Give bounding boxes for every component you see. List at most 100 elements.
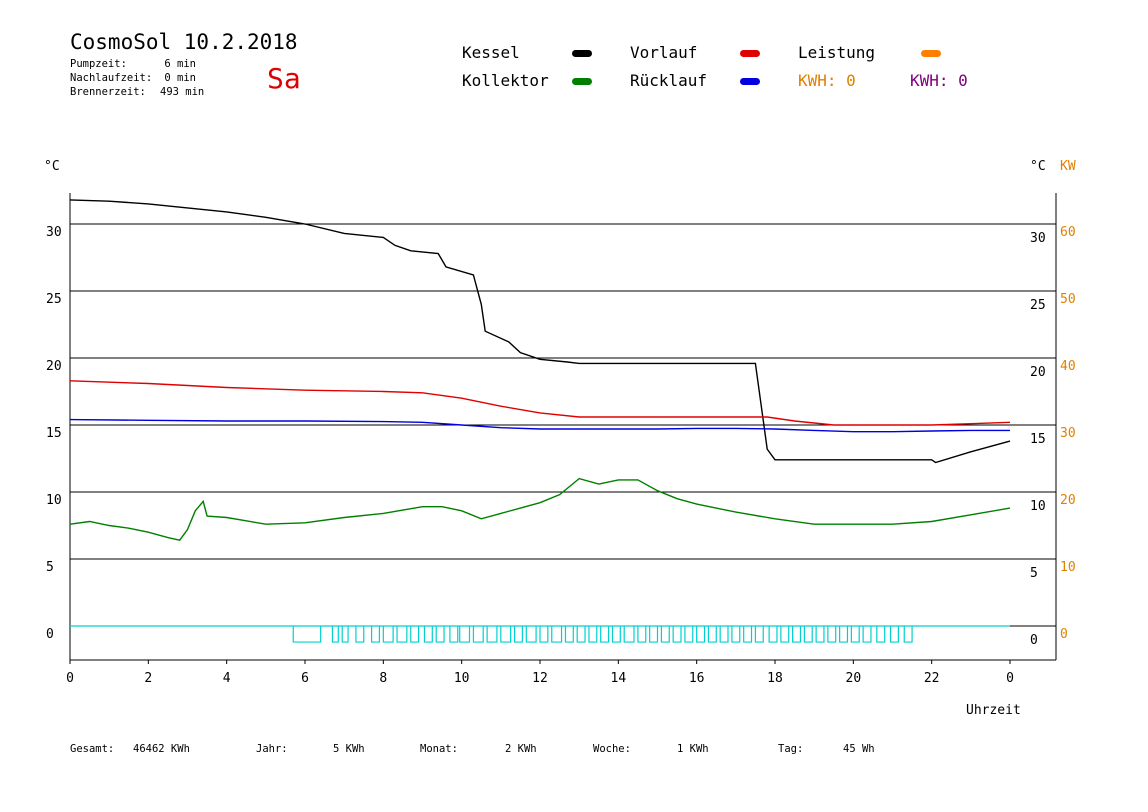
leistung-pulse [576,626,586,643]
legend-vorlauf-swatch [740,50,760,57]
x-axis-label: Uhrzeit [966,703,1021,718]
leistung-pulse [731,626,741,643]
footer-woche-value: 1 KWh [677,743,709,755]
x-tick-label: 14 [611,671,627,686]
series-line-kessel [69,199,1011,464]
leistung-pulse [637,626,647,643]
y-tick-label-kw: 60 [1060,225,1076,240]
y-tick-label-right: 30 [1030,231,1046,246]
leistung-pulse [486,626,498,643]
x-tick-label: 8 [379,671,387,686]
leistung-pulse [449,626,459,643]
x-tick-label: 2 [144,671,152,686]
stat-pumpzeit: Pumpzeit: 6 min [70,58,196,70]
x-tick-label: 0 [1006,671,1014,686]
y-tick-label-left: 15 [46,426,62,441]
stat-value: 0 min [164,72,196,84]
chart-series [69,199,1011,643]
stat-label: Nachlaufzeit: [70,72,153,84]
y-axis-label-left: °C [44,159,60,174]
leistung-pulse [696,626,706,643]
leistung-pulse [754,626,764,643]
footer-monat-label: Monat: [420,743,458,755]
stat-value: 493 min [160,86,205,98]
leistung-pulse [889,626,899,643]
leistung-pulse [719,626,729,643]
leistung-pulse [827,626,837,643]
y-tick-label-left: 10 [46,493,62,508]
y-tick-label-right: 5 [1030,566,1038,581]
leistung-pulse [341,626,349,643]
footer-jahr-label: Jahr: [256,743,288,755]
series-line-vorlauf [69,380,1011,426]
leistung-pulse [435,626,445,643]
leistung-pulse [472,626,484,643]
series-line-ruecklauf [69,418,1010,433]
y-tick-label-left: 25 [46,292,62,307]
y-tick-label-kw: 40 [1060,359,1076,374]
legend-leistung-label: Leistung [798,43,876,62]
leistung-pulse [815,626,825,643]
leistung-pulse [551,626,563,643]
y-tick-label-right: 10 [1030,499,1046,514]
x-tick-label: 0 [66,671,74,686]
leistung-pulse [423,626,433,643]
footer-monat-value: 2 KWh [505,743,537,755]
x-tick-label: 12 [532,671,548,686]
y-tick-label-left: 0 [46,627,54,642]
series-line-kollektor [69,477,1011,541]
leistung-pulse [410,626,420,643]
leistung-pulse [876,626,886,643]
leistung-pulse [588,626,598,643]
footer-tag-value: 45 Wh [843,743,875,755]
y-tick-label-right: 0 [1030,633,1038,648]
y-tick-label-left: 20 [46,359,62,374]
leistung-pulse [839,626,849,643]
stat-nachlaufzeit: Nachlaufzeit: 0 min [70,72,196,84]
leistung-pulse [780,626,790,643]
legend-ruecklauf-label: Rücklauf [630,71,708,90]
leistung-pulse [903,626,913,643]
y-tick-label-kw: 0 [1060,627,1068,642]
leistung-pulse [500,626,512,643]
stat-label: Pumpzeit: [70,58,127,70]
leistung-pulse [600,626,610,643]
leistung-pulse [707,626,717,643]
leistung-pulse [850,626,860,643]
leistung-pulse [459,626,471,643]
leistung-pulse [564,626,574,643]
legend-ruecklauf-swatch [740,78,760,85]
leistung-pulse [660,626,670,643]
leistung-pulse [292,626,322,643]
y-tick-label-kw: 20 [1060,493,1076,508]
y-tick-label-kw: 50 [1060,292,1076,307]
leistung-pulse [539,626,549,643]
y-axis-label-right: °C [1030,159,1046,174]
stat-label: Brennerzeit: [70,86,146,98]
x-tick-label: 20 [846,671,862,686]
x-tick-label: 16 [689,671,705,686]
y-tick-label-right: 20 [1030,365,1046,380]
leistung-pulse [684,626,694,643]
leistung-pulse [862,626,872,643]
legend-kessel-swatch [572,50,592,57]
legend-leistung-swatch [921,50,941,57]
leistung-pulse [803,626,813,643]
legend-kessel-label: Kessel [462,43,520,62]
legend-vorlauf-label: Vorlauf [630,43,698,62]
leistung-pulse [649,626,659,643]
x-tick-label: 6 [301,671,309,686]
footer-jahr-value: 5 KWh [333,743,365,755]
y-tick-label-kw: 10 [1060,560,1076,575]
y-tick-label-right: 25 [1030,298,1046,313]
weekday-label: Sa [267,62,301,95]
y-tick-label-kw: 30 [1060,426,1076,441]
kwh-orange-readout: KWH: 0 [798,71,856,90]
legend-kollektor-swatch [572,78,592,85]
leistung-pulse [792,626,802,643]
y-axis-label-kw: KW [1060,159,1076,174]
leistung-pulse [525,626,537,643]
footer-woche-label: Woche: [593,743,631,755]
